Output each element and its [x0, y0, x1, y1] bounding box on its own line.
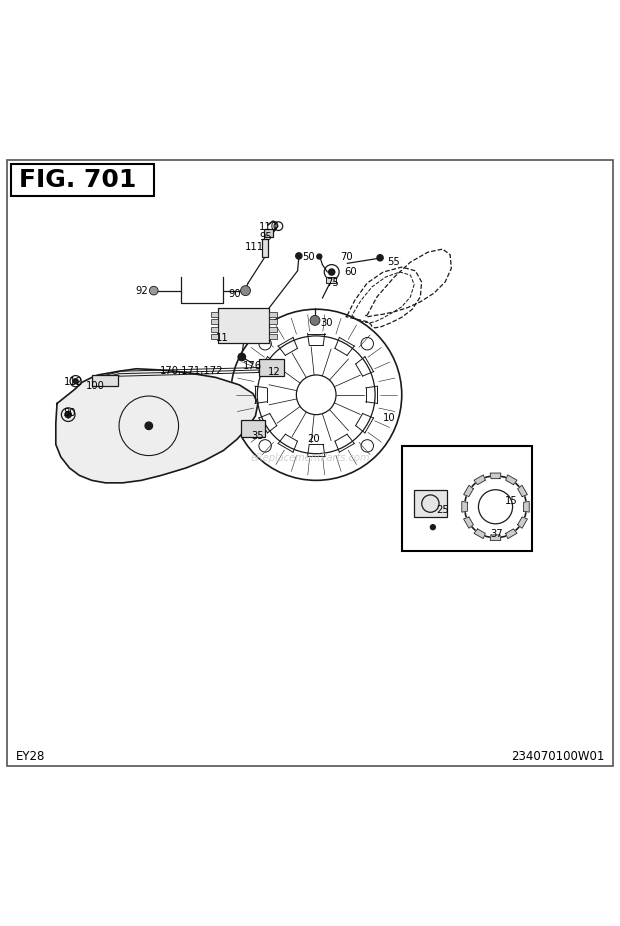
Text: 170,171,172: 170,171,172	[160, 367, 223, 376]
Bar	[269, 319, 277, 324]
Bar	[211, 312, 218, 317]
Bar	[92, 375, 118, 386]
Text: 35: 35	[252, 431, 264, 441]
Polygon shape	[518, 485, 528, 496]
Text: 95: 95	[259, 232, 272, 243]
Text: 25: 25	[436, 505, 449, 515]
Bar	[414, 490, 446, 518]
Polygon shape	[464, 485, 473, 496]
Text: 90: 90	[228, 289, 241, 299]
Text: 70: 70	[340, 252, 352, 261]
Text: 176: 176	[243, 361, 262, 371]
Circle shape	[310, 316, 320, 325]
Text: 80: 80	[64, 408, 76, 419]
Bar	[269, 312, 277, 317]
Bar	[211, 334, 218, 339]
Polygon shape	[474, 529, 485, 539]
Circle shape	[65, 411, 71, 418]
Text: 11: 11	[216, 332, 229, 343]
Circle shape	[430, 525, 435, 530]
Text: 12: 12	[268, 368, 281, 378]
Circle shape	[241, 286, 250, 295]
Circle shape	[329, 269, 335, 275]
Bar	[241, 419, 265, 437]
Polygon shape	[524, 502, 529, 512]
Polygon shape	[462, 502, 467, 512]
Bar	[211, 327, 218, 332]
Polygon shape	[490, 535, 501, 541]
Circle shape	[296, 253, 302, 259]
Text: 75: 75	[326, 278, 339, 288]
Text: FIG. 701: FIG. 701	[19, 169, 136, 193]
Polygon shape	[464, 517, 473, 528]
Polygon shape	[56, 369, 258, 482]
Bar	[264, 229, 273, 237]
Bar	[259, 359, 284, 376]
Text: 50: 50	[303, 252, 315, 261]
Circle shape	[238, 353, 246, 361]
Text: 111: 111	[245, 243, 264, 252]
Bar	[218, 308, 269, 343]
Bar	[211, 319, 218, 324]
Text: 55: 55	[388, 257, 401, 267]
Text: eReplacementParts.com: eReplacementParts.com	[250, 453, 370, 463]
Bar	[269, 334, 277, 339]
Text: 37: 37	[490, 529, 502, 539]
Text: 92: 92	[135, 285, 148, 295]
Text: 15: 15	[505, 496, 518, 507]
Bar	[269, 327, 277, 332]
Polygon shape	[490, 473, 501, 479]
Polygon shape	[506, 529, 517, 539]
Circle shape	[73, 379, 78, 383]
Bar	[11, 164, 154, 196]
Bar	[262, 239, 268, 257]
Circle shape	[149, 286, 158, 295]
Circle shape	[377, 255, 383, 261]
Text: 10: 10	[383, 413, 396, 423]
Polygon shape	[518, 517, 528, 528]
Polygon shape	[474, 475, 485, 484]
Bar	[402, 445, 532, 551]
Text: 20: 20	[308, 434, 320, 444]
Text: EY28: EY28	[16, 750, 45, 763]
Text: 234070100W01: 234070100W01	[511, 750, 604, 763]
Circle shape	[317, 254, 322, 259]
Bar	[326, 277, 336, 283]
Text: 110: 110	[259, 222, 278, 232]
Text: 30: 30	[320, 318, 332, 328]
Polygon shape	[506, 475, 517, 484]
Circle shape	[145, 422, 153, 430]
Text: 60: 60	[345, 267, 357, 277]
Text: 100: 100	[86, 382, 104, 391]
Text: 112: 112	[64, 378, 83, 387]
